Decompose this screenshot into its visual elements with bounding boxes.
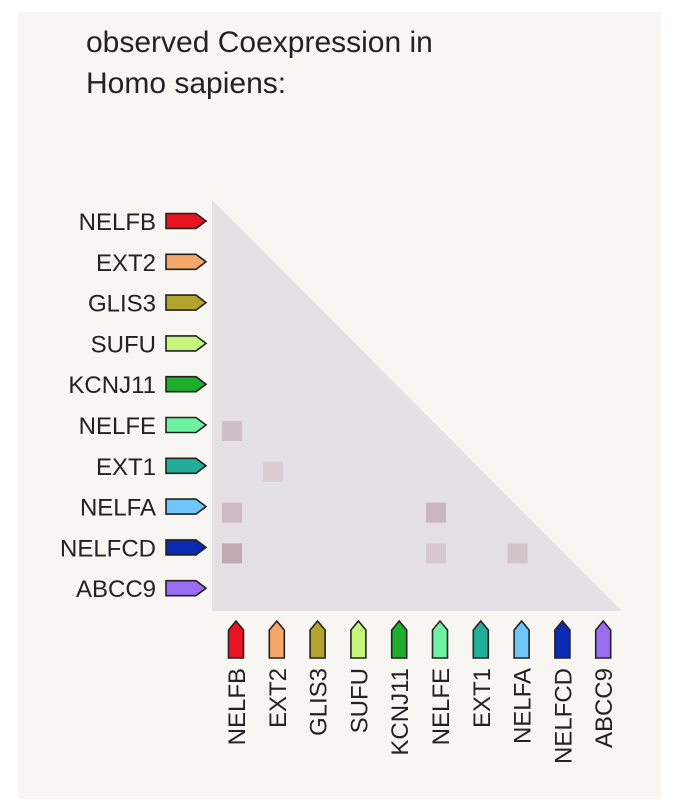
cell-nelfa-nelfb[interactable] (222, 502, 242, 523)
column-arrow-glis3 (309, 619, 326, 659)
row-arrow-glis3 (165, 294, 208, 311)
row-arrow-kcnj11 (165, 375, 208, 393)
row-arrow-ext2 (165, 253, 208, 271)
row-arrows (165, 212, 208, 597)
column-arrow-ext1 (472, 619, 490, 659)
title-line-2: Homo sapiens: (86, 67, 287, 100)
row-label-ext2: EXT2 (96, 250, 156, 277)
cell-nelfcd-nelfe[interactable] (426, 543, 446, 564)
column-label-glis3: GLIS3 (306, 668, 333, 736)
cell-nelfcd-nelfb[interactable] (222, 543, 242, 564)
column-label-ext1: EXT1 (469, 668, 496, 728)
column-label-nelfa: NELFA (510, 668, 537, 744)
row-arrow-nelfa (165, 498, 208, 515)
column-label-nelfcd: NELFCD (550, 668, 577, 764)
row-arrow-nelfe (165, 416, 208, 434)
row-arrow-sufu (165, 335, 208, 352)
column-arrow-ext2 (268, 619, 286, 659)
row-label-glis3: GLIS3 (88, 291, 156, 318)
column-arrow-sufu (350, 619, 367, 659)
row-label-kcnj11: KCNJ11 (68, 372, 156, 399)
row-label-nelfe: NELFE (79, 413, 156, 440)
column-arrows (227, 619, 612, 659)
cell-nelfcd-nelfa[interactable] (507, 543, 528, 564)
row-arrow-abcc9 (165, 579, 208, 597)
row-arrow-ext1 (165, 457, 208, 475)
column-label-sufu: SUFU (346, 668, 373, 733)
column-arrow-nelfcd (554, 619, 571, 659)
row-arrow-nelfcd (165, 539, 208, 556)
row-label-ext1: EXT1 (96, 454, 156, 481)
cell-ext1-ext2[interactable] (262, 461, 283, 482)
column-label-kcnj11: KCNJ11 (387, 668, 414, 756)
row-label-nelfb: NELFB (79, 209, 156, 236)
row-label-abcc9: ABCC9 (76, 576, 156, 603)
column-arrow-nelfe (431, 619, 449, 659)
row-label-nelfcd: NELFCD (60, 535, 156, 562)
matrix-background-triangle (212, 200, 622, 611)
title-line-1: observed Coexpression in (86, 26, 433, 59)
row-labels: NELFB EXT2 GLIS3 SUFU KCNJ11 NELFE EXT1 NELFA NE… (60, 209, 156, 603)
column-arrow-nelfa (513, 619, 530, 659)
matrix-cells (222, 421, 528, 564)
column-arrow-nelfb (227, 619, 245, 659)
column-label-ext2: EXT2 (265, 668, 292, 728)
row-arrow-nelfb (165, 212, 208, 230)
cell-nelfa-nelfe[interactable] (426, 502, 446, 523)
row-label-sufu: SUFU (91, 331, 156, 358)
column-label-nelfb: NELFB (224, 668, 251, 745)
row-label-nelfa: NELFA (80, 495, 156, 522)
column-arrow-abcc9 (594, 619, 612, 659)
column-arrow-kcnj11 (390, 619, 408, 659)
chart-title: observed Coexpression in Homo sapiens: (86, 22, 606, 104)
column-label-nelfe: NELFE (428, 668, 455, 745)
column-labels: NELFB EXT2 GLIS3 SUFU KCNJ11 NELFE EXT1 NELFA NE… (224, 668, 618, 764)
cell-nelfe-nelfb[interactable] (222, 421, 242, 441)
column-label-abcc9: ABCC9 (591, 668, 618, 748)
